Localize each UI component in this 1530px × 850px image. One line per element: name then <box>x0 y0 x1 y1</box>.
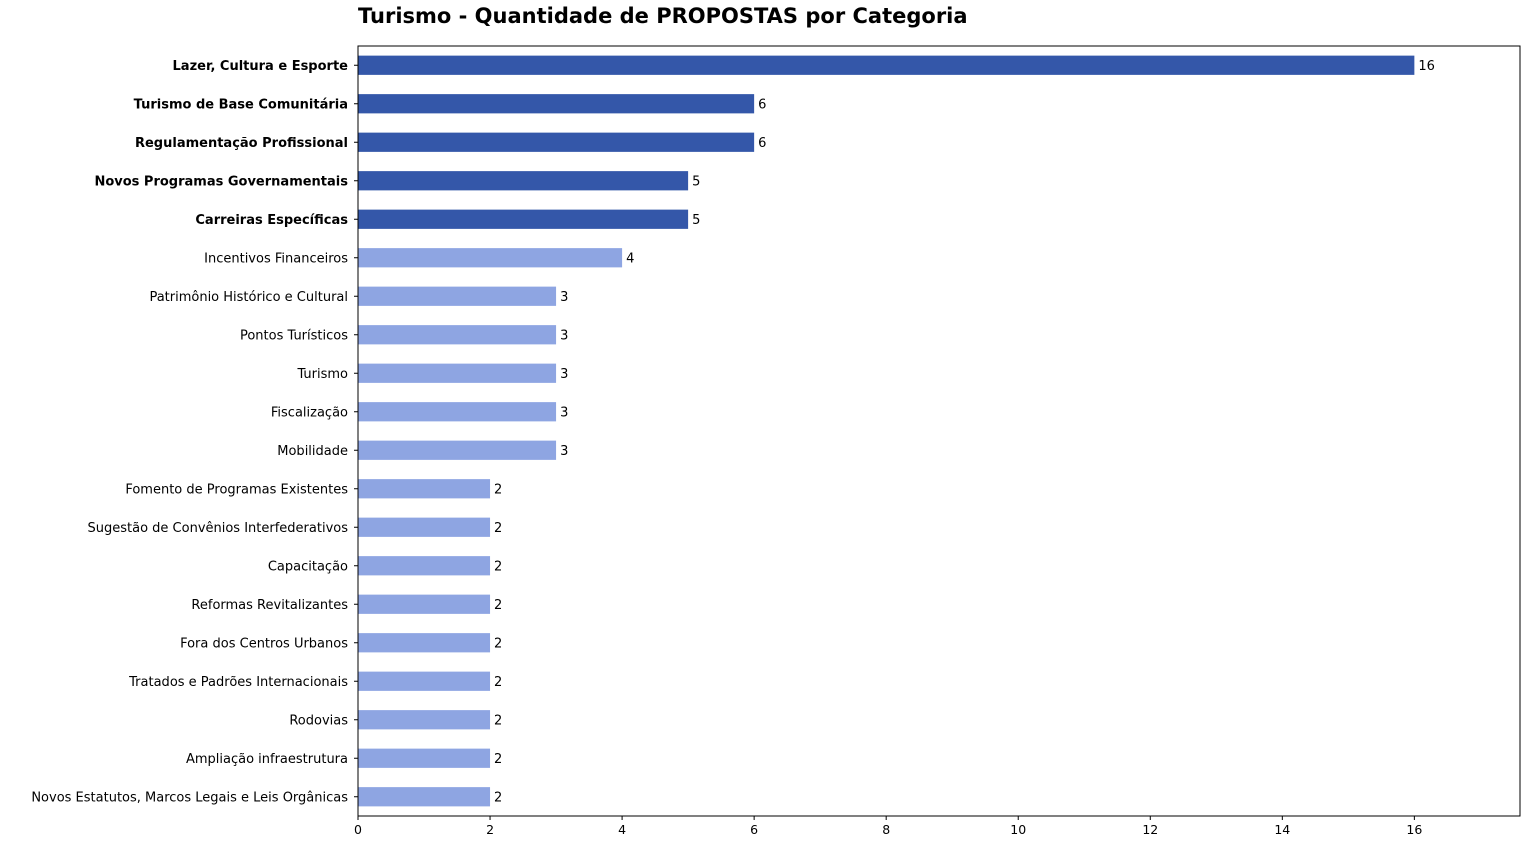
value-label: 16 <box>1418 59 1435 74</box>
category-label: Tratados e Padrões Internacionais <box>128 675 348 690</box>
category-label: Fomento de Programas Existentes <box>125 482 348 497</box>
x-tick-label: 16 <box>1406 822 1422 837</box>
value-label: 2 <box>494 752 502 767</box>
value-label: 3 <box>560 328 568 343</box>
category-label: Fora dos Centros Urbanos <box>180 636 348 651</box>
bar <box>358 787 491 807</box>
category-label: Ampliação infraestrutura <box>186 752 348 767</box>
value-label: 2 <box>494 713 502 728</box>
x-tick-label: 6 <box>750 822 758 837</box>
category-label: Novos Estatutos, Marcos Legais e Leis Or… <box>31 790 348 805</box>
bar <box>358 440 557 460</box>
bar <box>358 132 755 152</box>
category-label: Capacitação <box>268 559 348 574</box>
value-label: 4 <box>626 251 634 266</box>
category-label: Carreiras Específicas <box>195 213 348 228</box>
category-label: Rodovias <box>289 713 348 728</box>
category-label: Patrimônio Histórico e Cultural <box>149 290 348 305</box>
x-tick-label: 8 <box>882 822 890 837</box>
value-label: 6 <box>758 136 766 151</box>
value-label: 3 <box>560 405 568 420</box>
bar <box>358 55 1415 75</box>
value-label: 2 <box>494 675 502 690</box>
category-label: Fiscalização <box>271 405 348 420</box>
bar <box>358 286 557 306</box>
bar <box>358 479 491 499</box>
bar <box>358 556 491 576</box>
x-tick-label: 0 <box>354 822 362 837</box>
category-label: Incentivos Financeiros <box>204 251 348 266</box>
value-label: 3 <box>560 367 568 382</box>
bar <box>358 402 557 422</box>
bar <box>358 363 557 383</box>
value-label: 3 <box>560 290 568 305</box>
bar <box>358 517 491 537</box>
bar <box>358 209 689 229</box>
category-label: Mobilidade <box>277 444 348 459</box>
value-label: 6 <box>758 97 766 112</box>
bar <box>358 633 491 653</box>
bar <box>358 748 491 768</box>
x-tick-label: 14 <box>1274 822 1290 837</box>
value-label: 2 <box>494 559 502 574</box>
category-label: Turismo <box>296 367 348 382</box>
x-tick-label: 12 <box>1142 822 1158 837</box>
value-label: 5 <box>692 174 700 189</box>
value-label: 2 <box>494 636 502 651</box>
value-label: 2 <box>494 598 502 613</box>
chart-title: Turismo - Quantidade de PROPOSTAS por Ca… <box>358 4 968 28</box>
bar <box>358 248 623 268</box>
bar <box>358 594 491 614</box>
bar <box>358 171 689 191</box>
value-label: 2 <box>494 790 502 805</box>
bar <box>358 94 755 114</box>
x-tick-label: 4 <box>618 822 626 837</box>
plot-frame <box>357 45 1521 817</box>
value-label: 3 <box>560 444 568 459</box>
category-label: Lazer, Cultura e Esporte <box>173 59 349 74</box>
value-label: 2 <box>494 482 502 497</box>
value-label: 2 <box>494 521 502 536</box>
category-label: Novos Programas Governamentais <box>94 174 348 189</box>
bar <box>358 325 557 345</box>
category-label: Regulamentação Profissional <box>135 136 348 151</box>
x-tick-label: 10 <box>1010 822 1026 837</box>
value-label: 5 <box>692 213 700 228</box>
x-tick-label: 2 <box>486 822 494 837</box>
category-label: Turismo de Base Comunitária <box>134 97 348 112</box>
category-label: Reformas Revitalizantes <box>191 598 348 613</box>
bar <box>358 710 491 730</box>
category-label: Pontos Turísticos <box>240 328 348 343</box>
bar <box>358 671 491 691</box>
category-label: Sugestão de Convênios Interfederativos <box>88 521 349 536</box>
